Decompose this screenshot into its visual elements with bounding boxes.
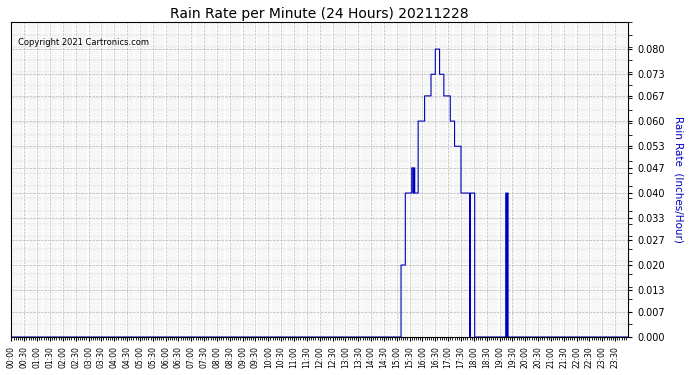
- Y-axis label: Rain Rate  (Inches/Hour): Rain Rate (Inches/Hour): [673, 116, 683, 243]
- Title: Rain Rate per Minute (24 Hours) 20211228: Rain Rate per Minute (24 Hours) 20211228: [170, 7, 469, 21]
- Text: Copyright 2021 Cartronics.com: Copyright 2021 Cartronics.com: [18, 38, 148, 47]
